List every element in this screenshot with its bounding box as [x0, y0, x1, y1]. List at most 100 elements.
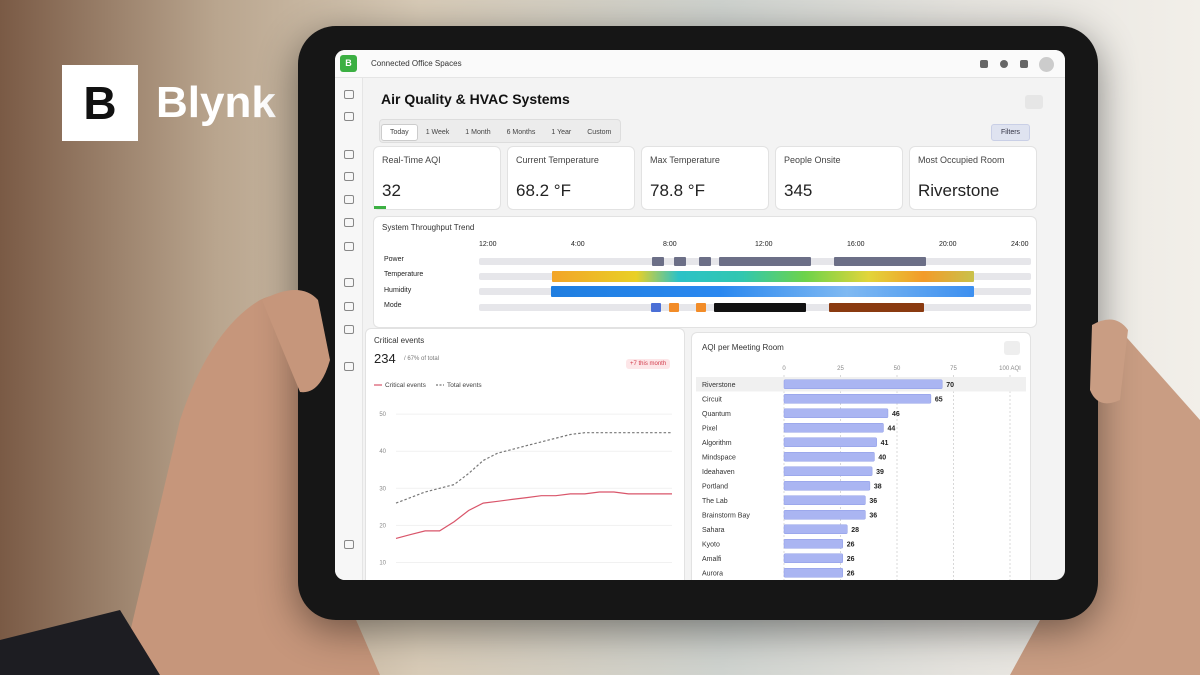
kpi-label: Real-Time AQI [382, 155, 441, 165]
category-label: Aurora [702, 570, 723, 577]
sidebar-icon[interactable] [344, 325, 354, 334]
category-label: Portland [702, 483, 728, 490]
row-label: Power [384, 256, 404, 263]
total-note: / 67% of total [404, 356, 440, 362]
sort-button[interactable] [1004, 341, 1020, 355]
icon[interactable] [980, 60, 988, 68]
sidebar-icon[interactable] [344, 540, 354, 549]
value-label: 39 [876, 469, 884, 476]
legend-label: Critical events [385, 382, 427, 389]
screen: B Connected Office Spaces Air Quality & … [335, 50, 1065, 580]
bar [783, 423, 884, 433]
more-button[interactable] [1025, 95, 1043, 109]
sidebar [335, 78, 363, 580]
sidebar-icon[interactable] [344, 362, 354, 371]
bar [783, 379, 943, 389]
bar [783, 568, 844, 578]
time-label: 12:00 [479, 241, 497, 248]
bar [783, 437, 877, 447]
top-bar [335, 50, 1065, 78]
sidebar-icon[interactable] [344, 218, 354, 227]
humidity-lane [479, 286, 1031, 297]
y-tick-label: 30 [379, 486, 386, 492]
kpi-value: 68.2 °F [516, 181, 571, 200]
kpi-card: Current Temperature 68.2 °F [507, 146, 635, 210]
sidebar-icon[interactable] [344, 278, 354, 287]
kpi-label: Max Temperature [650, 155, 720, 165]
category-label: Mindspace [702, 454, 736, 461]
bar [783, 553, 844, 563]
time-label: 20:00 [939, 241, 957, 248]
time-label: 24:00 [1011, 241, 1029, 248]
icon[interactable] [1020, 60, 1028, 68]
time-range-tab[interactable]: 1 Week [425, 129, 450, 136]
series-line [395, 432, 672, 504]
value-label: 38 [874, 483, 882, 490]
aqi-card: AQI per Meeting Room 0 25 50 75 100 AQI River… [691, 332, 1031, 580]
kpi-value: 345 [784, 181, 813, 200]
kpi-label: Most Occupied Room [918, 155, 1005, 165]
time-range-tab[interactable]: 1 Year [551, 129, 572, 136]
segment [669, 303, 679, 312]
left-sleeve [0, 610, 160, 675]
icon[interactable] [1000, 60, 1008, 68]
time-label: 4:00 [571, 241, 585, 248]
segment [829, 303, 924, 312]
kpi-value: 32 [382, 181, 401, 200]
category-label: Riverstone [702, 382, 736, 389]
x-tick-label: 25 [837, 366, 844, 372]
time-label: 8:00 [663, 241, 677, 248]
avatar[interactable] [1039, 57, 1054, 72]
time-range-tab[interactable]: Custom [587, 129, 612, 136]
temperature-lane [479, 271, 1031, 282]
bar [783, 481, 871, 491]
sidebar-icon[interactable] [344, 90, 354, 99]
sidebar-icon[interactable] [344, 172, 354, 181]
time-range-tab[interactable]: Today [381, 124, 418, 141]
bar [783, 524, 848, 534]
dashboard-title: Air Quality & HVAC Systems [381, 91, 570, 107]
time-range-tab[interactable]: 6 Months [506, 129, 536, 136]
y-tick-label: 20 [379, 523, 386, 529]
sidebar-icon[interactable] [344, 302, 354, 311]
series-line [395, 491, 672, 539]
workspace-selector[interactable]: Connected Office Spaces [371, 59, 462, 68]
category-label: Pixel [702, 425, 718, 432]
kpi-card: Most Occupied Room Riverstone [909, 146, 1037, 210]
mode-lane [479, 303, 1031, 312]
category-label: The Lab [702, 498, 728, 505]
value-label: 65 [935, 396, 943, 403]
time-range-tab[interactable]: 1 Month [465, 129, 491, 136]
kpi-card: People Onsite 345 [775, 146, 903, 210]
filters-button[interactable]: Filters [991, 124, 1031, 141]
segment [651, 303, 661, 312]
bar [783, 394, 932, 404]
throughput-title: System Throughput Trend [382, 223, 475, 232]
sidebar-icon[interactable] [344, 150, 354, 159]
segment [674, 257, 686, 266]
time-label: 12:00 [755, 241, 773, 248]
value-label: 28 [851, 527, 859, 534]
kpi-card: Real-Time AQI 32 [373, 146, 501, 210]
brand-logo: B [62, 65, 138, 141]
bar [783, 495, 866, 505]
card-title: Critical events [374, 336, 425, 345]
bar [783, 539, 844, 549]
critical-events-card: Critical events 234 / 67% of total +7 th… [365, 328, 685, 580]
category-label: Quantum [702, 411, 731, 418]
app-logo[interactable]: B [340, 55, 357, 72]
sidebar-icon[interactable] [344, 112, 354, 121]
segment [834, 257, 926, 266]
sidebar-icon[interactable] [344, 195, 354, 204]
sidebar-icon[interactable] [344, 242, 354, 251]
value-label: 40 [878, 454, 886, 461]
total: 234 [374, 351, 396, 366]
value-label: 41 [881, 440, 889, 447]
y-tick-label: 10 [379, 560, 386, 566]
x-tick-label: 75 [950, 366, 957, 372]
category-label: Kyoto [702, 541, 720, 548]
segment [719, 257, 811, 266]
category-label: Amalfi [702, 556, 722, 563]
time-label: 16:00 [847, 241, 865, 248]
